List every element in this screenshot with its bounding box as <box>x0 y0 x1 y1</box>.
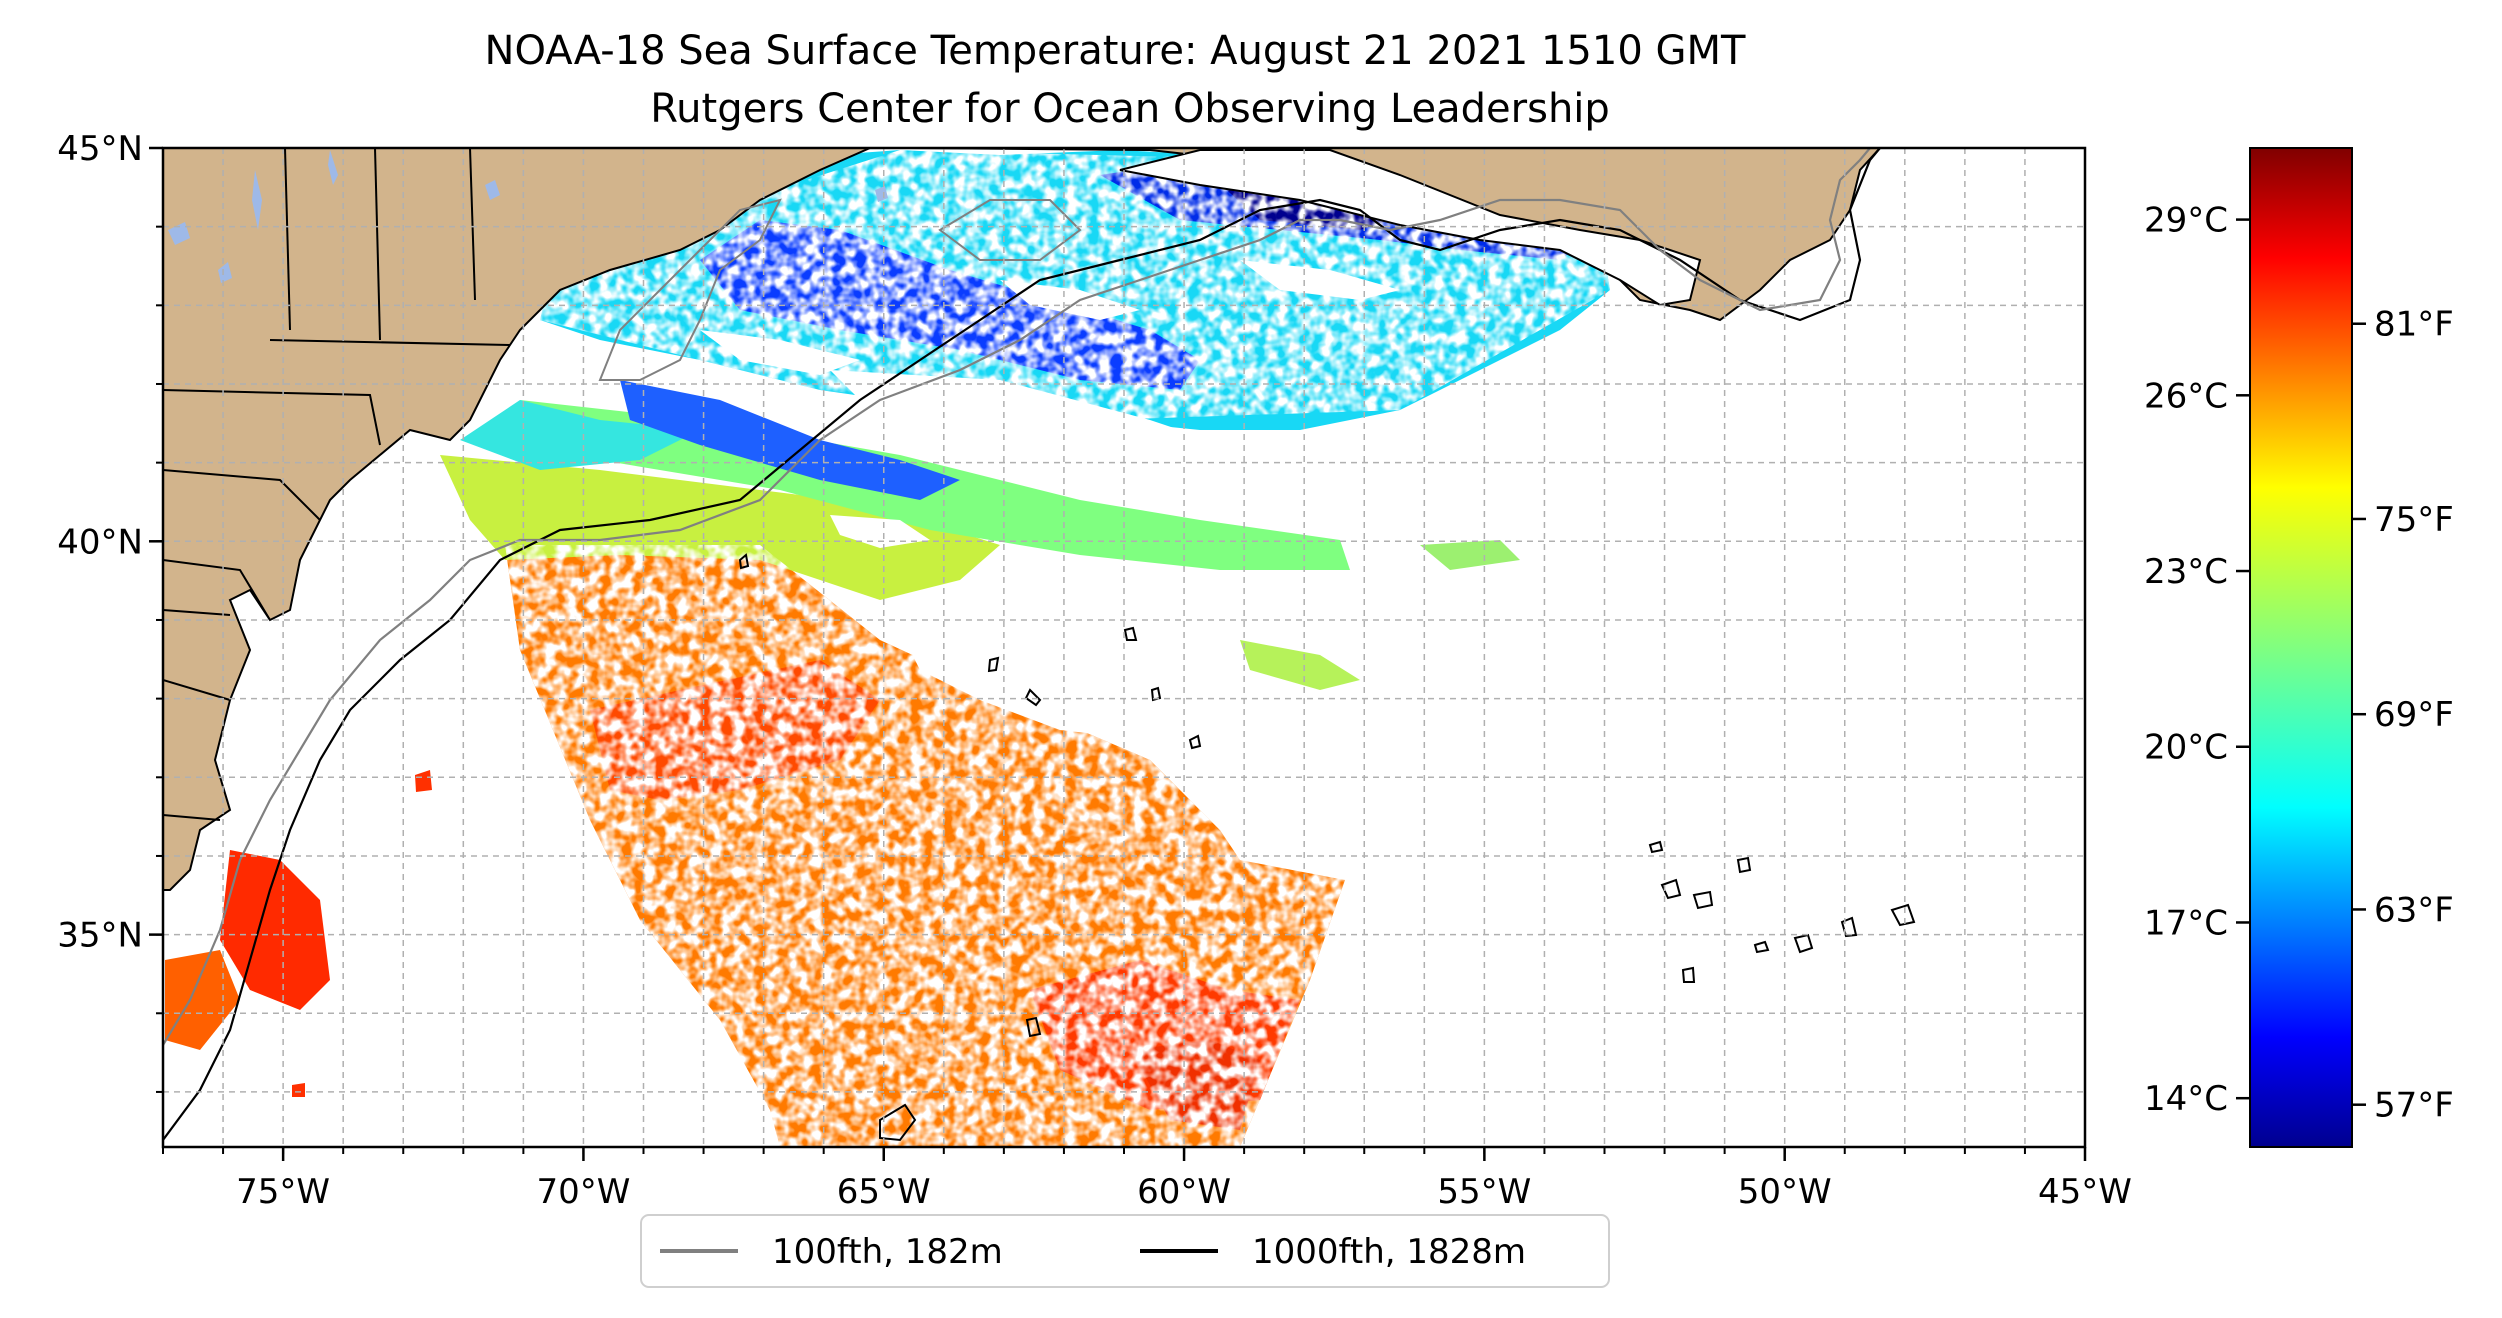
colorbar-celsius-label: 23°C <box>2144 552 2228 592</box>
contour-100fth <box>938 199 1082 261</box>
map-gridlines <box>163 148 2085 1147</box>
y-axis: 45°N 40°N 35°N <box>57 129 163 1093</box>
chart-title: NOAA-18 Sea Surface Temperature: August … <box>485 28 1746 74</box>
legend-label-1000fth: 1000fth, 1828m <box>1252 1232 1526 1272</box>
colorbar-fahrenheit-label: 69°F <box>2374 695 2454 735</box>
sst-transition <box>440 455 1000 600</box>
colorbar-fahrenheit-label: 63°F <box>2374 890 2454 930</box>
colorbar-celsius-label: 20°C <box>2144 728 2228 768</box>
x-tick-label: 70°W <box>536 1172 630 1212</box>
sst-sw-patch <box>415 770 432 792</box>
sst-transition <box>1240 640 1360 690</box>
legend-label-100fth: 100fth, 182m <box>772 1232 1003 1272</box>
contour-100fth <box>598 198 782 381</box>
colorbar-celsius-label: 17°C <box>2144 903 2228 943</box>
map-panel <box>163 148 2085 1147</box>
land-mass <box>1119 149 1702 307</box>
sst-sw-patch <box>292 1083 305 1097</box>
legend: 100fth, 182m 1000fth, 1828m <box>640 1214 1610 1288</box>
x-tick-label: 55°W <box>1437 1172 1531 1212</box>
y-tick-label: 45°N <box>57 129 143 169</box>
y-tick-label: 35°N <box>57 916 143 956</box>
x-tick-label: 65°W <box>837 1172 931 1212</box>
colorbar-fahrenheit-label: 57°F <box>2374 1086 2454 1126</box>
sst-speckle <box>505 150 1610 1147</box>
sst-sw-patch <box>165 950 240 1050</box>
land-mass <box>163 148 871 891</box>
y-tick-label: 40°N <box>57 522 143 562</box>
sst-cool-shelf <box>460 400 700 470</box>
legend-box <box>640 1214 1610 1288</box>
colorbar-celsius-ticks: 29°C 26°C 23°C 20°C 17°C 14°C <box>2144 201 2250 1119</box>
sst-cold-patch <box>620 380 960 500</box>
state-borders <box>163 148 511 821</box>
colorbar-celsius-label: 29°C <box>2144 201 2228 241</box>
x-tick-label: 50°W <box>1738 1172 1832 1212</box>
x-tick-label: 60°W <box>1137 1172 1231 1212</box>
x-axis: 75°W 70°W 65°W 60°W 55°W 50°W 45°W <box>162 1147 2132 1212</box>
chart-subtitle: Rutgers Center for Ocean Observing Leade… <box>650 86 1610 132</box>
colorbar-celsius-label: 14°C <box>2144 1079 2228 1119</box>
seamount-contours <box>738 553 1916 1142</box>
colorbar-celsius-label: 26°C <box>2144 376 2228 416</box>
colorbar <box>2249 147 2353 1148</box>
lakes <box>168 150 888 283</box>
colorbar-fahrenheit-ticks: 81°F 75°F 69°F 63°F 57°F <box>2352 305 2454 1126</box>
colorbar-fahrenheit-label: 81°F <box>2374 305 2454 345</box>
x-tick-label: 45°W <box>2038 1172 2132 1212</box>
colorbar-fahrenheit-label: 75°F <box>2374 500 2454 540</box>
sst-transition <box>1420 540 1520 570</box>
x-tick-label: 75°W <box>236 1172 330 1212</box>
